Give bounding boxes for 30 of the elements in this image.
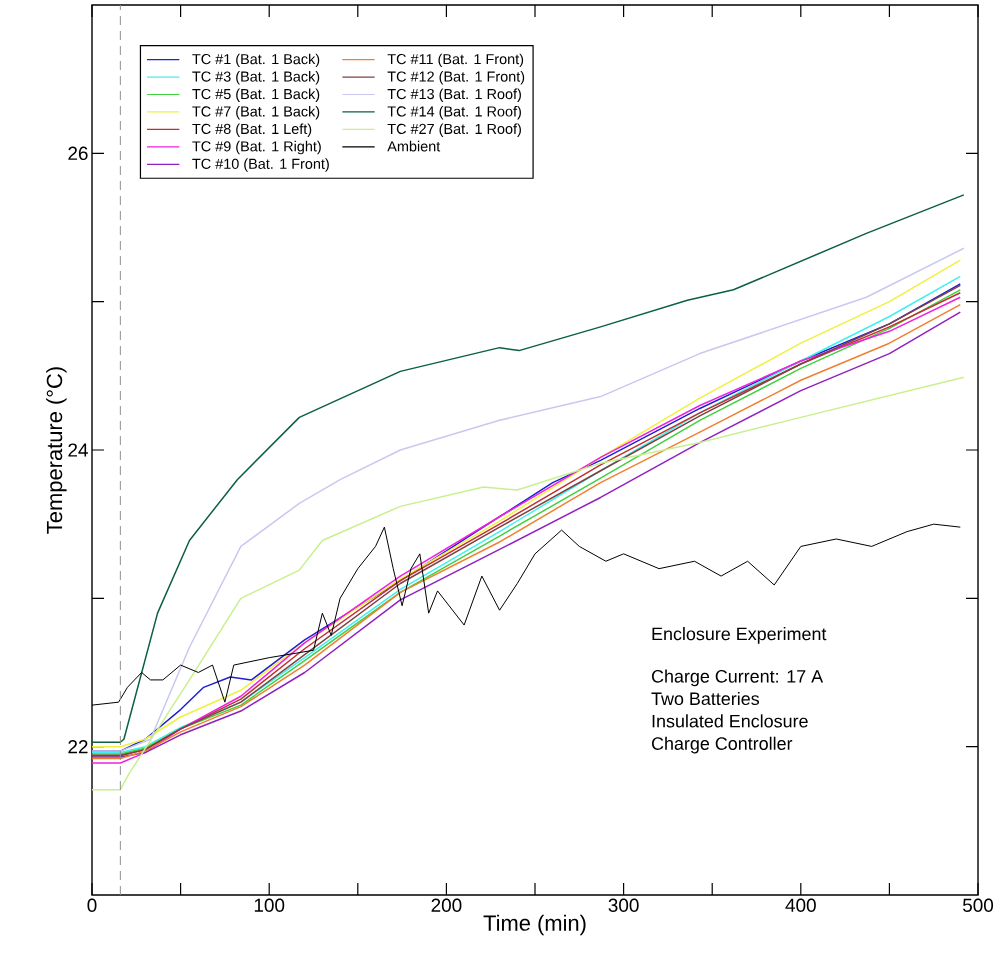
legend-label: TC #10 (Bat. 1 Front)	[192, 158, 329, 172]
x-tick-label: 400	[785, 898, 816, 912]
x-axis-title: Time (min)	[483, 914, 586, 936]
legend-label: Ambient	[387, 140, 441, 152]
x-tick-label: 200	[431, 898, 462, 912]
x-tick-label: 500	[962, 898, 994, 912]
annotation: Two Batteries	[651, 691, 760, 706]
legend-label: TC #9 (Bat. 1 Right)	[192, 140, 321, 155]
annotation: Charge Current: 17 A	[651, 669, 824, 687]
x-tick-label: 0	[87, 898, 97, 912]
legend-label: TC #13 (Bat. 1 Roof)	[387, 88, 521, 102]
annotation: Enclosure Experiment	[652, 627, 827, 644]
x-tick-label: 300	[608, 898, 639, 912]
y-tick-label: 22	[68, 740, 88, 754]
legend-label: TC #12 (Bat. 1 Front)	[387, 71, 525, 85]
legend-label: TC #27 (Bat. 1 Roof)	[387, 123, 521, 137]
y-tick-label: 24	[68, 443, 88, 457]
legend-label: TC #1 (Bat. 1 Back)	[192, 53, 320, 68]
legend-label: TC #7 (Bat. 1 Back)	[192, 105, 320, 120]
annotation: Insulated Enclosure	[652, 714, 808, 728]
line-series	[91, 376, 965, 791]
annotation: Charge Controller	[651, 736, 793, 754]
y-axis-title: Temperature (°C)	[46, 367, 67, 534]
legend-label: TC #8 (Bat. 1 Left)	[192, 123, 312, 137]
legend-label: TC #14 (Bat. 1 Roof)	[387, 105, 521, 120]
legend-label: TC #3 (Bat. 1 Back)	[192, 71, 320, 85]
y-tick-label: 26	[68, 146, 88, 161]
x-tick-label: 100	[254, 898, 285, 912]
legend-label: TC #5 (Bat. 1 Back)	[192, 88, 320, 102]
legend-label: TC #11 (Bat. 1 Front)	[387, 53, 524, 68]
